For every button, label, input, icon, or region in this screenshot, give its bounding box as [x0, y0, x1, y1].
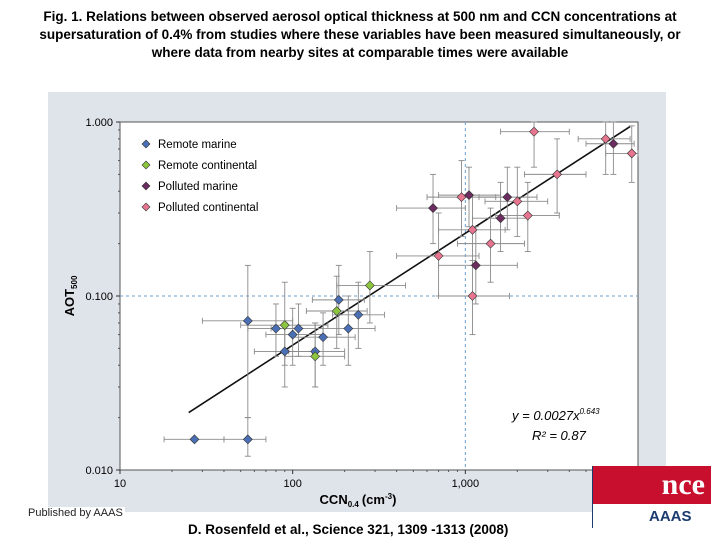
data-point-polluted-continental [522, 210, 533, 221]
data-point-remote-marine [353, 309, 364, 320]
data-point-polluted-marine [608, 138, 619, 149]
data-point-polluted-marine [502, 192, 513, 203]
y-label-main: AOT [62, 289, 77, 317]
x-label-sub: 0.4 [348, 500, 360, 509]
x-label-unit: (cm [362, 492, 385, 507]
data-point-remote-marine [242, 434, 253, 445]
data-point-polluted-continental [456, 192, 467, 203]
fit-equation: y = 0.0027x0.643 [511, 407, 600, 423]
data-point-polluted-marine [470, 260, 481, 271]
legend-marker [141, 202, 151, 212]
fit-equation-exponent: 0.643 [580, 407, 601, 416]
legend-label: Polluted continental [158, 202, 258, 214]
data-point-remote-marine [343, 323, 354, 334]
legend-label: Remote marine [158, 139, 237, 151]
legend-marker [141, 181, 151, 191]
data-point-polluted-continental [552, 169, 563, 180]
equation-box [506, 400, 632, 460]
data-point-remote-marine [271, 323, 281, 334]
data-point-polluted-continental [433, 250, 444, 261]
data-point-remote-marine [333, 294, 344, 305]
legend-label: Remote continental [158, 160, 257, 172]
data-point-polluted-continental [626, 148, 637, 159]
data-point-polluted-continental [467, 224, 478, 235]
data-point-remote-continental [310, 351, 321, 362]
data-point-remote-marine [318, 332, 328, 343]
data-point-remote-marine [287, 329, 298, 340]
data-point-polluted-continental [512, 196, 523, 207]
x-label-unit-sup: -3 [385, 492, 393, 501]
data-point-remote-continental [279, 320, 290, 331]
data-point-remote-continental [331, 306, 342, 316]
figure-caption: Fig. 1. Relations between observed aeros… [10, 8, 710, 62]
x-label-close: ) [392, 492, 396, 507]
y-tick-label: 1.000 [85, 117, 113, 129]
y-label-sub: 500 [70, 275, 79, 289]
data-point-remote-continental [364, 280, 375, 291]
data-point-polluted-continental [467, 291, 478, 301]
y-tick-label: 0.010 [85, 465, 113, 477]
data-point-remote-marine [189, 434, 200, 445]
science-logo: nce AAAS [592, 466, 711, 528]
aaas-wordmark: AAAS [649, 508, 692, 525]
data-point-polluted-marine [428, 203, 438, 214]
data-point-remote-marine [242, 315, 253, 326]
y-tick-label: 0.100 [85, 291, 113, 303]
legend-marker [141, 139, 151, 149]
legend-marker [141, 160, 151, 170]
data-point-remote-marine [293, 323, 304, 334]
x-tick-label: 1,000 [452, 478, 480, 490]
data-point-polluted-marine [495, 213, 506, 224]
fit-equation-main: y = 0.0027x [511, 408, 580, 423]
x-tick-label: 100 [283, 478, 301, 490]
science-wordmark: nce [593, 466, 711, 504]
fit-r-squared: R² = 0.87 [532, 428, 587, 443]
published-note: Published by AAAS [26, 507, 125, 519]
caption-line-1: Fig. 1. Relations between observed aeros… [43, 9, 677, 24]
data-point-polluted-continental [485, 238, 496, 249]
data-point-polluted-continental [529, 126, 539, 137]
data-point-polluted-continental [600, 133, 611, 144]
x-axis-label: CCN0.4 (cm-3) [320, 492, 397, 509]
y-axis-label: AOT500 [62, 275, 79, 316]
data-point-polluted-marine [464, 190, 474, 201]
x-label-main: CCN [320, 492, 348, 507]
legend-label: Polluted marine [158, 181, 238, 193]
caption-line-2: supersaturation of 0.4% from studies whe… [39, 27, 681, 42]
citation: D. Rosenfeld et al., Science 321, 1309 -… [188, 522, 509, 537]
data-point-remote-marine [279, 346, 290, 357]
caption-line-3: where data from nearby sites at comparab… [151, 45, 569, 60]
x-tick-label: 10 [114, 478, 126, 490]
